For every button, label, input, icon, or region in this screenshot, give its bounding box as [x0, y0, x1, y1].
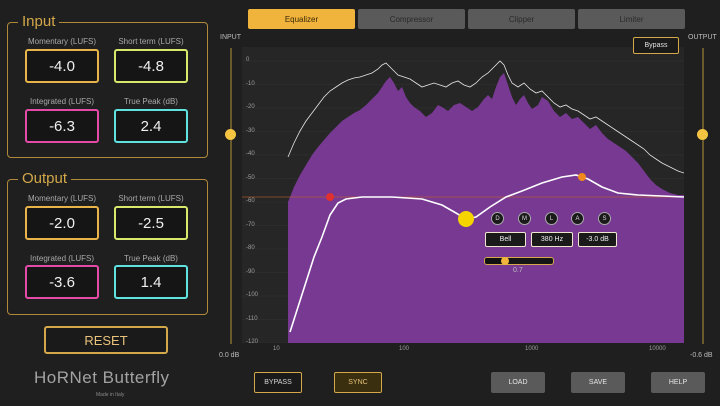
output-momentary-label: Momentary (LUFS) — [27, 194, 96, 203]
output-slider-value: -0.6 dB — [690, 352, 713, 359]
help-button[interactable]: HELP — [651, 372, 705, 393]
input-slider-label: INPUT — [220, 34, 241, 41]
band-button-m[interactable]: M — [518, 212, 531, 225]
eq-band-mid-node[interactable] — [458, 211, 474, 227]
output-spectrum-line — [287, 60, 685, 174]
output-slider-knob[interactable] — [697, 128, 708, 140]
logo-subtitle: Made in Italy — [96, 392, 125, 398]
band-frequency-field[interactable]: 380 Hz — [531, 232, 573, 247]
tab-equalizer[interactable]: Equalizer — [248, 9, 355, 29]
bypass-toggle[interactable]: Bypass — [633, 37, 679, 54]
output-integrated-meter: -3.6 — [25, 265, 99, 299]
tab-compressor[interactable]: Compressor — [358, 9, 465, 29]
y-tick-label: -50 — [246, 174, 255, 181]
x-tick-label: 10 — [273, 346, 280, 352]
output-short-term-label: Short term (LUFS) — [118, 194, 184, 203]
y-tick-label: -30 — [246, 127, 255, 134]
input-momentary-label: Momentary (LUFS) — [27, 37, 96, 46]
output-panel: Output — [7, 170, 208, 315]
reset-button[interactable]: RESET — [44, 326, 168, 354]
eq-band-low-node[interactable] — [326, 193, 334, 201]
output-momentary-meter: -2.0 — [25, 206, 99, 240]
tab-clipper[interactable]: Clipper — [468, 9, 575, 29]
y-tick-label: -120 — [246, 339, 259, 345]
output-true-peak-meter: 1.4 — [114, 265, 188, 299]
band-button-d[interactable]: D — [491, 212, 504, 225]
y-tick-label: -20 — [246, 104, 255, 110]
input-momentary-meter: -4.0 — [25, 49, 99, 83]
input-panel: Input — [7, 13, 208, 158]
x-tick-label: 100 — [399, 346, 410, 352]
tab-limiter[interactable]: Limiter — [578, 9, 685, 29]
y-tick-label: -90 — [246, 268, 255, 275]
x-tick-label: 10000 — [649, 346, 666, 352]
y-tick-label: 0 — [246, 57, 250, 63]
sync-button[interactable]: SYNC — [334, 372, 382, 393]
load-button[interactable]: LOAD — [491, 372, 545, 393]
y-tick-label: -40 — [246, 151, 255, 157]
band-type-field[interactable]: Bell — [485, 232, 526, 247]
input-slider-track[interactable] — [230, 48, 232, 344]
band-button-s[interactable]: S — [598, 212, 611, 225]
band-q-knob[interactable] — [501, 257, 510, 265]
y-tick-label: -10 — [246, 80, 255, 87]
bypass-button[interactable]: BYPASS — [254, 372, 302, 393]
input-slider-knob[interactable] — [225, 128, 236, 140]
input-slider-value: 0.0 dB — [219, 352, 240, 359]
eq-graph-svg[interactable] — [242, 47, 685, 344]
output-slider-label: OUTPUT — [688, 34, 717, 41]
y-tick-label: -70 — [246, 221, 255, 228]
output-panel-title: Output — [18, 170, 72, 187]
band-button-l[interactable]: L — [545, 212, 558, 225]
band-q-value: 0.7 — [513, 267, 523, 274]
input-integrated-meter: -6.3 — [25, 109, 99, 143]
x-tick-label: 1000 — [525, 346, 539, 352]
band-gain-field[interactable]: -3.0 dB — [578, 232, 617, 247]
output-true-peak-label: True Peak (dB) — [124, 254, 178, 263]
y-tick-label: -110 — [246, 315, 258, 322]
logo: HoRNet Butterfly — [34, 368, 170, 387]
input-short-term-label: Short term (LUFS) — [118, 37, 184, 46]
save-button[interactable]: SAVE — [571, 372, 625, 393]
eq-graph[interactable] — [242, 47, 685, 344]
y-tick-label: -80 — [246, 245, 255, 251]
input-true-peak-meter: 2.4 — [114, 109, 188, 143]
y-tick-label: -60 — [246, 198, 255, 204]
band-button-a[interactable]: A — [571, 212, 584, 225]
input-true-peak-label: True Peak (dB) — [124, 97, 178, 106]
y-tick-label: -100 — [246, 292, 259, 298]
input-integrated-label: Integrated (LUFS) — [29, 97, 95, 106]
band-q-slider[interactable] — [484, 257, 554, 265]
input-spectrum-fill — [288, 73, 684, 343]
output-integrated-label: Integrated (LUFS) — [29, 254, 95, 263]
output-short-term-meter: -2.5 — [114, 206, 188, 240]
eq-band-high-node[interactable] — [578, 173, 586, 181]
input-panel-title: Input — [18, 13, 60, 30]
output-slider-track[interactable] — [702, 48, 704, 344]
band-q-fill — [485, 258, 506, 264]
input-short-term-meter: -4.8 — [114, 49, 188, 83]
